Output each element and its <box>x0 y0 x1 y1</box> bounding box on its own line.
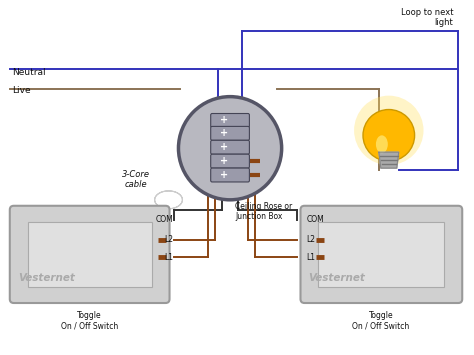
Text: Vesternet: Vesternet <box>18 273 74 283</box>
FancyBboxPatch shape <box>211 126 249 140</box>
FancyBboxPatch shape <box>211 154 249 168</box>
Text: Neutral: Neutral <box>12 68 46 77</box>
Text: L2: L2 <box>164 235 173 244</box>
Text: Ceiling Rose or
Junction Box: Ceiling Rose or Junction Box <box>235 202 292 221</box>
Polygon shape <box>379 152 399 168</box>
FancyBboxPatch shape <box>10 206 170 303</box>
Text: +: + <box>220 128 228 138</box>
FancyBboxPatch shape <box>211 114 249 127</box>
Text: Toggle
On / Off Switch: Toggle On / Off Switch <box>352 311 410 331</box>
Text: Toggle
On / Off Switch: Toggle On / Off Switch <box>61 311 118 331</box>
Text: +: + <box>220 155 228 166</box>
Text: +: + <box>220 170 228 180</box>
Circle shape <box>354 95 424 165</box>
Text: COM: COM <box>156 215 173 224</box>
Text: L2: L2 <box>307 235 316 244</box>
Circle shape <box>179 97 282 200</box>
Text: L1: L1 <box>307 253 316 262</box>
Text: L1: L1 <box>164 253 173 262</box>
Ellipse shape <box>376 135 388 153</box>
Bar <box>319 222 444 287</box>
Bar <box>27 222 152 287</box>
FancyBboxPatch shape <box>211 168 249 182</box>
Text: Live: Live <box>12 86 30 95</box>
Text: Loop to next
light: Loop to next light <box>401 8 453 27</box>
Text: Vesternet: Vesternet <box>309 273 365 283</box>
FancyBboxPatch shape <box>301 206 462 303</box>
FancyBboxPatch shape <box>211 140 249 154</box>
Text: +: + <box>220 142 228 152</box>
Text: COM: COM <box>307 215 324 224</box>
Circle shape <box>364 110 414 159</box>
Circle shape <box>363 110 415 161</box>
Text: +: + <box>220 115 228 125</box>
Text: 3-Core
cable: 3-Core cable <box>122 170 150 190</box>
